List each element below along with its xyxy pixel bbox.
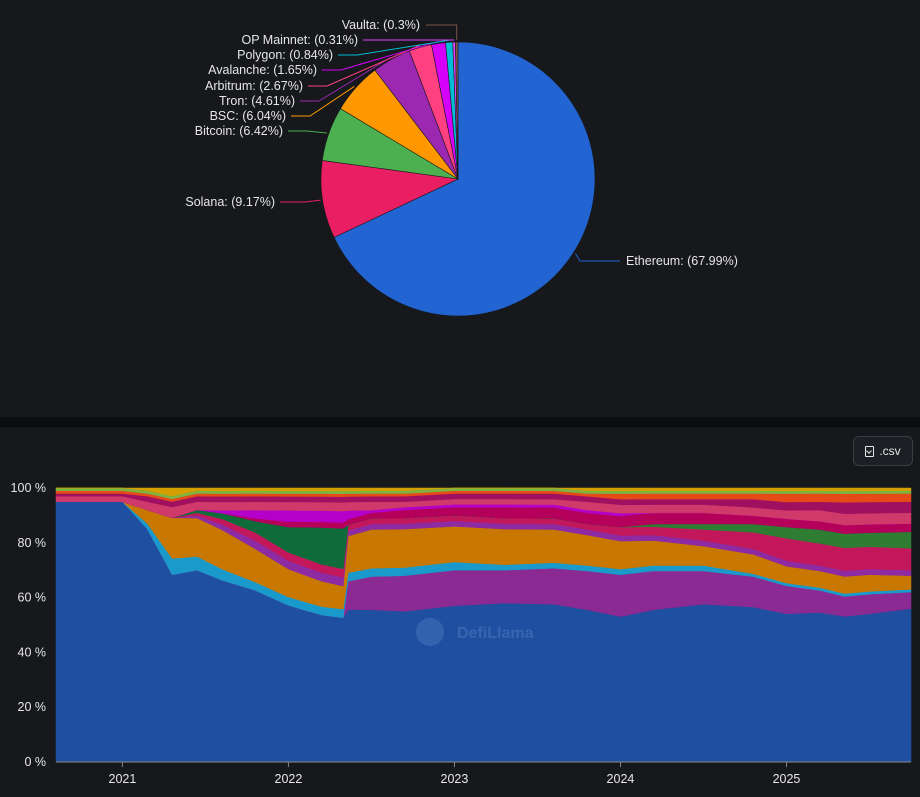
pie-leader-tron bbox=[300, 57, 391, 102]
pie-leader-vaulta bbox=[426, 24, 458, 41]
pie-slice-ethereum bbox=[333, 41, 596, 317]
area-chart: DefiLlama 0 % 20 % 40 % 60 % 80 % 100 % 2021 202… bbox=[11, 481, 912, 786]
x-tick-label: 2021 bbox=[109, 772, 137, 786]
pie-leader-solana bbox=[280, 199, 321, 203]
y-tick-label: 40 % bbox=[18, 645, 47, 659]
pie-leader-bitcoin bbox=[288, 130, 327, 134]
pie-label-solana: Solana: (9.17%) bbox=[185, 195, 275, 209]
pie-label-ethereum: Ethereum: (67.99%) bbox=[626, 254, 738, 268]
pie-label-bsc: BSC: (6.04%) bbox=[210, 109, 286, 123]
pie-slice-vaulta bbox=[455, 41, 459, 180]
area-watermark-text: DefiLlama bbox=[457, 625, 534, 642]
csv-button-label: .csv bbox=[879, 444, 901, 458]
area-chart-panel: .csv DefiLlama 0 % 20 % 40 % 60 % 80 % 100 % 20… bbox=[0, 427, 920, 797]
pie-leader-polygon bbox=[338, 39, 450, 56]
pie-chart-panel: DefiLlamaEthereum: (67.99%)Solana: (9.17… bbox=[0, 0, 920, 417]
pie-label-vaulta: Vaulta: (0.3%) bbox=[342, 18, 420, 32]
download-icon bbox=[865, 445, 875, 457]
pie-leader-ethereum bbox=[574, 253, 620, 262]
x-tick-label: 2024 bbox=[607, 772, 635, 786]
pie-slice-solana bbox=[320, 160, 460, 238]
pie-leader-arbitrum bbox=[308, 44, 420, 87]
pie-leader-bsc bbox=[291, 86, 355, 117]
pie-label-polygon: Polygon: (0.84%) bbox=[237, 48, 333, 62]
x-tick-label: 2022 bbox=[275, 772, 303, 786]
pie-chart: DefiLlamaEthereum: (67.99%)Solana: (9.17… bbox=[185, 18, 738, 317]
pie-label-tron: Tron: (4.61%) bbox=[219, 94, 295, 108]
y-tick-label: 60 % bbox=[18, 591, 47, 605]
pie-leader-avalanche bbox=[322, 40, 439, 71]
pie-label-arbitrum: Arbitrum: (2.67%) bbox=[205, 79, 303, 93]
pie-label-op-mainnet: OP Mainnet: (0.31%) bbox=[242, 33, 359, 47]
pie-label-bitcoin: Bitcoin: (6.42%) bbox=[195, 124, 283, 138]
panel-divider bbox=[0, 417, 920, 427]
area-series-other-e bbox=[56, 487, 912, 497]
pie-label-avalanche: Avalanche: (1.65%) bbox=[208, 63, 317, 77]
y-tick-label: 80 % bbox=[18, 536, 47, 550]
x-tick-label: 2023 bbox=[441, 772, 469, 786]
x-tick-label: 2025 bbox=[773, 772, 801, 786]
y-tick-label: 20 % bbox=[18, 700, 47, 714]
y-tick-label: 100 % bbox=[11, 481, 46, 495]
download-csv-button[interactable]: .csv bbox=[853, 436, 913, 466]
area-watermark-logo-icon bbox=[416, 618, 444, 646]
y-tick-label: 0 % bbox=[24, 755, 46, 769]
